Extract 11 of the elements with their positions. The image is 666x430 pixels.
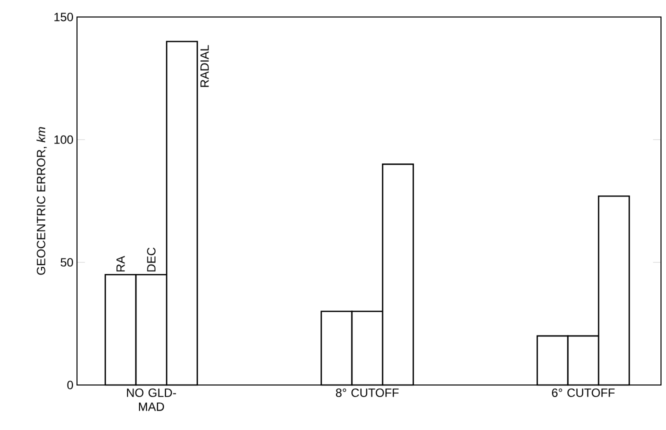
y-tick-label: 0 <box>67 380 74 390</box>
y-tick-label: 50 <box>60 258 74 267</box>
y-tick-label: 150 <box>54 12 74 22</box>
text: RA <box>116 256 125 272</box>
x-tick-label: 8° CUTOFF <box>336 388 399 397</box>
x-tick-label: 6° CUTOFF <box>552 388 615 397</box>
y-tick-label: 100 <box>54 135 74 144</box>
y-axis-title: GEOCENTRIC ERROR, km <box>36 127 47 275</box>
x-tick-label: NO GLD-MAD <box>127 388 176 411</box>
text: RADIAL <box>200 45 209 87</box>
text: DEC <box>147 248 156 272</box>
